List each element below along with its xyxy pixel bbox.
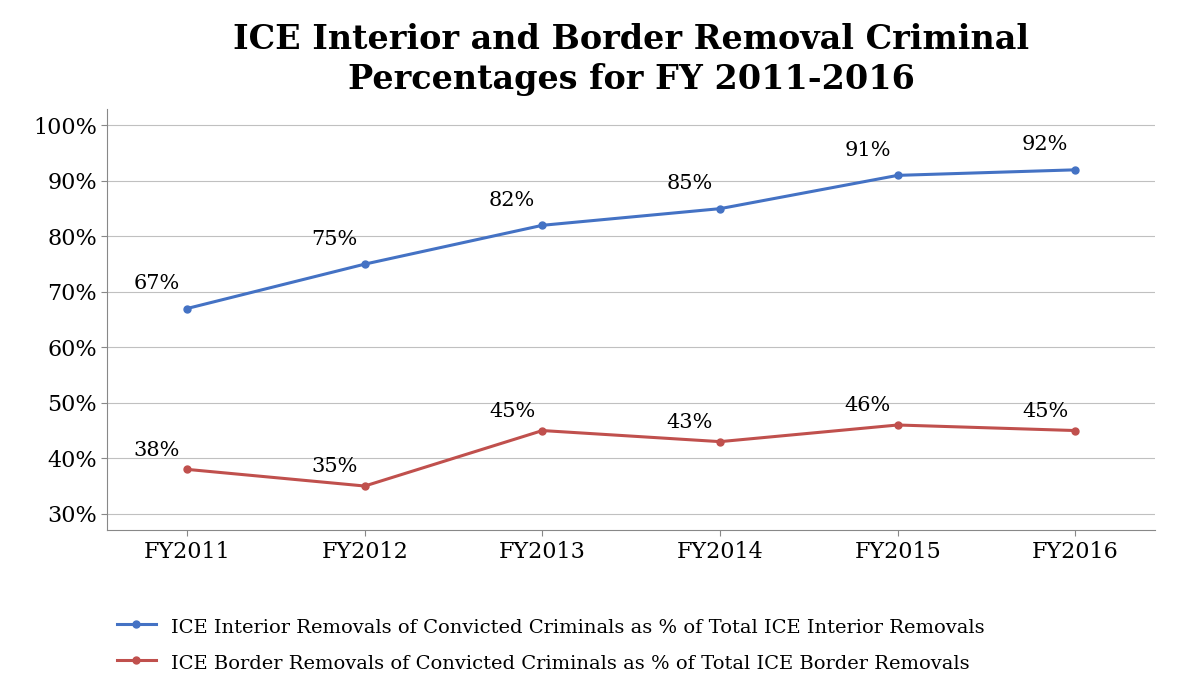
Text: 38%: 38% <box>133 441 180 460</box>
Text: 91%: 91% <box>844 141 891 160</box>
Text: 82%: 82% <box>490 191 536 210</box>
Text: 46%: 46% <box>844 396 891 415</box>
Text: 45%: 45% <box>490 402 536 421</box>
Text: 85%: 85% <box>667 174 713 193</box>
Text: 75%: 75% <box>312 230 357 249</box>
Text: 92%: 92% <box>1022 135 1068 154</box>
Text: 35%: 35% <box>312 457 357 476</box>
Text: 43%: 43% <box>667 413 713 432</box>
Text: 45%: 45% <box>1022 402 1068 421</box>
Title: ICE Interior and Border Removal Criminal
Percentages for FY 2011-2016: ICE Interior and Border Removal Criminal… <box>233 22 1029 97</box>
Text: 67%: 67% <box>133 274 180 293</box>
Legend: ICE Interior Removals of Convicted Criminals as % of Total ICE Interior Removals: ICE Interior Removals of Convicted Crimi… <box>117 616 985 673</box>
